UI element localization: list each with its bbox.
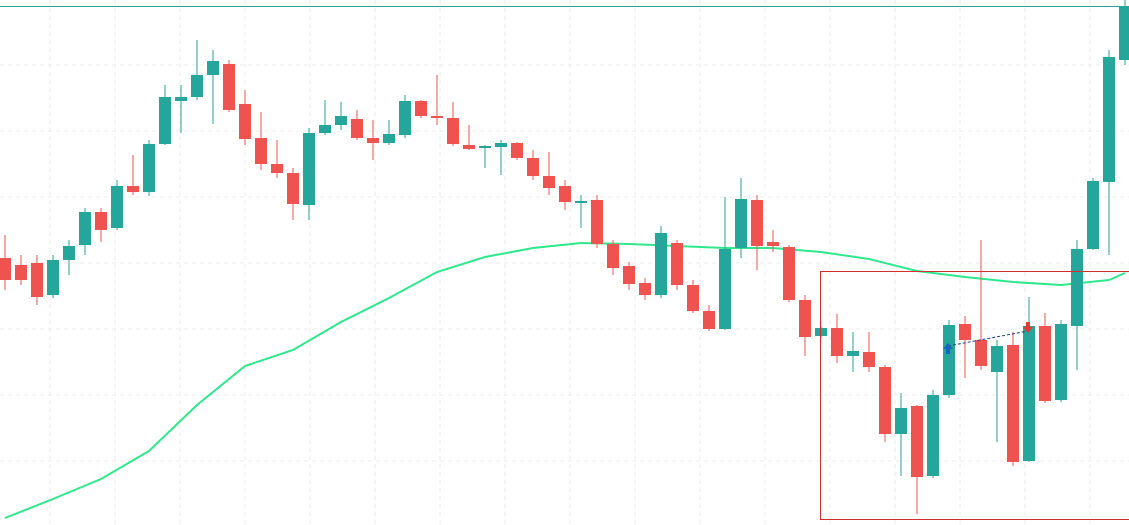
candle-body: [335, 116, 347, 125]
candle-body: [703, 311, 715, 329]
candle-body: [351, 119, 363, 138]
candle-body: [575, 201, 587, 203]
candle-body: [879, 367, 891, 434]
candle-body: [63, 246, 75, 260]
candle-body: [799, 300, 811, 337]
candle-body: [367, 138, 379, 143]
candle-body: [95, 212, 107, 230]
candle-body: [559, 186, 571, 202]
candle-body: [479, 146, 491, 148]
moving-average: [4, 241, 1126, 519]
candle-body: [847, 351, 859, 356]
candle-body: [255, 138, 267, 164]
candle-body: [911, 406, 923, 477]
trade-line: [947, 330, 1029, 347]
candle-body: [31, 263, 43, 297]
candle-body: [991, 346, 1003, 372]
candle-body: [671, 243, 683, 285]
candle-body: [239, 104, 251, 139]
candle-body: [1039, 326, 1051, 401]
candle-body: [495, 143, 507, 147]
candle-body: [159, 97, 171, 144]
candle-body: [1023, 326, 1035, 461]
candle-body: [1071, 249, 1083, 326]
buy-arrow: [943, 343, 953, 354]
candle-body: [767, 242, 779, 246]
candle-body: [287, 173, 299, 204]
candle-body: [15, 265, 27, 280]
candle-body: [719, 249, 731, 329]
candle-body: [783, 247, 795, 300]
candle-body: [655, 233, 667, 295]
candle-body: [735, 199, 747, 248]
candle-body: [511, 143, 523, 158]
candle-body: [863, 352, 875, 367]
ma-line: [4, 241, 1126, 519]
candle-body: [207, 61, 219, 75]
candle-body: [527, 158, 539, 176]
candle-body: [975, 340, 987, 366]
candle-body: [1103, 57, 1115, 182]
candle-body: [447, 118, 459, 144]
candle-body: [687, 285, 699, 311]
candle-body: [543, 176, 555, 188]
candle-body: [1119, 7, 1129, 60]
candle-body: [47, 260, 59, 295]
candle-body: [383, 134, 395, 143]
candle-body: [79, 212, 91, 245]
candle-body: [399, 101, 411, 135]
candle-body: [591, 200, 603, 244]
candle-body: [927, 395, 939, 476]
candle-body: [431, 116, 443, 118]
candle-body: [1055, 324, 1067, 400]
candle-body: [223, 64, 235, 110]
candle-body: [623, 266, 635, 284]
candle-body: [607, 244, 619, 268]
candle-body: [895, 408, 907, 434]
candle-body: [639, 283, 651, 295]
candle-body: [1007, 345, 1019, 462]
candle-body: [415, 101, 427, 116]
candle-body: [959, 324, 971, 340]
candle-body: [831, 328, 843, 356]
candle-body: [303, 133, 315, 205]
candle-body: [319, 125, 331, 133]
candle-body: [1087, 181, 1099, 249]
candle-body: [943, 325, 955, 395]
candle-body: [0, 258, 11, 280]
candle-body: [175, 97, 187, 101]
candle-body: [751, 200, 763, 246]
candle-body: [111, 186, 123, 228]
candle-body: [127, 186, 139, 192]
candle-body: [191, 75, 203, 97]
sell-arrow: [1023, 322, 1033, 333]
candle-body: [463, 145, 475, 149]
candle-body: [271, 164, 283, 173]
candle-body: [143, 144, 155, 192]
selection-box: [820, 271, 1129, 520]
